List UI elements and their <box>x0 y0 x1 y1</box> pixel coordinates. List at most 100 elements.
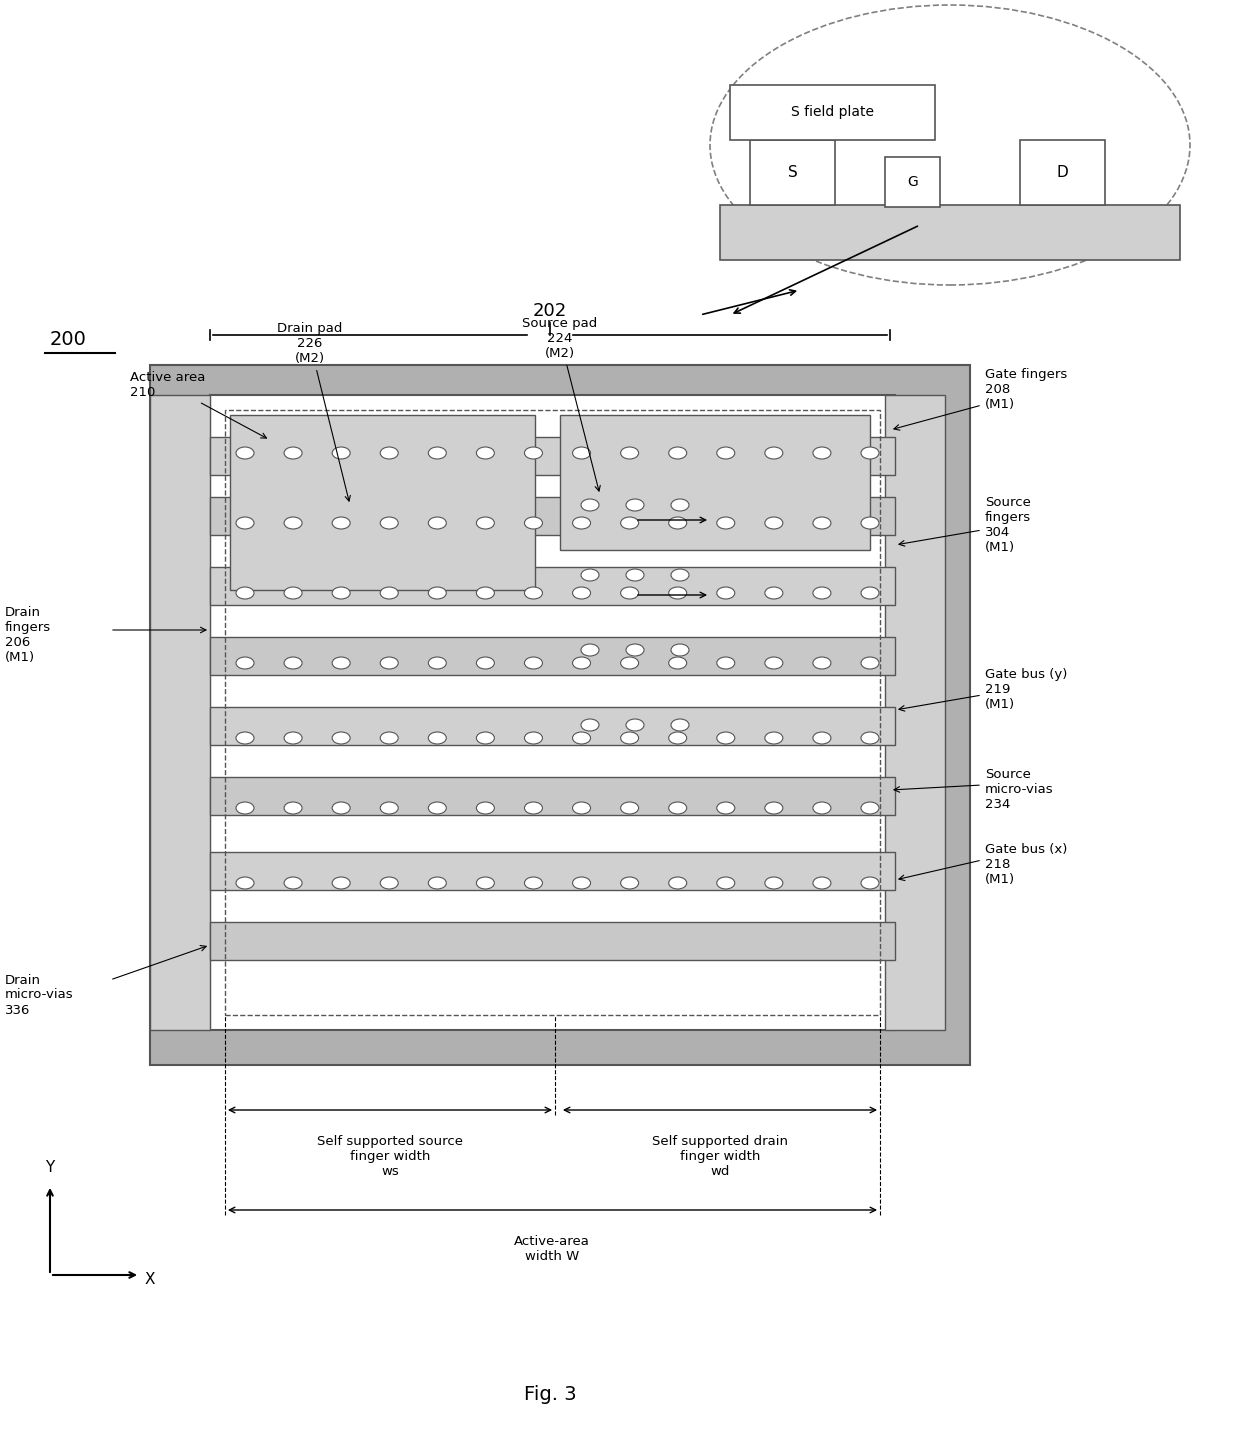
Ellipse shape <box>573 877 590 889</box>
Text: 202: 202 <box>533 302 567 319</box>
Ellipse shape <box>717 877 735 889</box>
FancyBboxPatch shape <box>210 497 895 535</box>
Ellipse shape <box>765 877 782 889</box>
FancyBboxPatch shape <box>210 707 895 746</box>
Ellipse shape <box>525 877 542 889</box>
Ellipse shape <box>525 733 542 744</box>
Ellipse shape <box>573 657 590 669</box>
Text: Y: Y <box>46 1160 55 1175</box>
Ellipse shape <box>626 720 644 731</box>
FancyBboxPatch shape <box>720 205 1180 260</box>
FancyBboxPatch shape <box>210 853 895 890</box>
Ellipse shape <box>668 733 687 744</box>
Text: Fig. 3: Fig. 3 <box>523 1386 577 1405</box>
Ellipse shape <box>525 447 542 460</box>
FancyBboxPatch shape <box>210 394 895 1030</box>
Ellipse shape <box>284 517 303 529</box>
Ellipse shape <box>668 587 687 600</box>
Ellipse shape <box>717 657 735 669</box>
Ellipse shape <box>236 802 254 814</box>
Text: Drain
fingers
206
(M1): Drain fingers 206 (M1) <box>5 605 51 665</box>
Ellipse shape <box>765 733 782 744</box>
Ellipse shape <box>476 447 495 460</box>
Ellipse shape <box>668 657 687 669</box>
FancyBboxPatch shape <box>560 415 870 551</box>
Ellipse shape <box>717 517 735 529</box>
Ellipse shape <box>525 517 542 529</box>
FancyBboxPatch shape <box>229 415 534 590</box>
Ellipse shape <box>236 587 254 600</box>
Ellipse shape <box>620 517 639 529</box>
Text: Self supported source
finger width
ws: Self supported source finger width ws <box>317 1134 463 1178</box>
Ellipse shape <box>476 517 495 529</box>
Ellipse shape <box>620 802 639 814</box>
Ellipse shape <box>582 569 599 581</box>
Ellipse shape <box>332 733 350 744</box>
Ellipse shape <box>861 587 879 600</box>
Ellipse shape <box>620 657 639 669</box>
Text: Drain pad
226
(M2): Drain pad 226 (M2) <box>278 322 351 501</box>
Ellipse shape <box>813 657 831 669</box>
Ellipse shape <box>717 802 735 814</box>
Ellipse shape <box>236 657 254 669</box>
Ellipse shape <box>765 517 782 529</box>
Ellipse shape <box>813 447 831 460</box>
Text: Gate fingers
208
(M1): Gate fingers 208 (M1) <box>985 368 1068 412</box>
Ellipse shape <box>332 447 350 460</box>
Ellipse shape <box>765 657 782 669</box>
Text: Self supported drain
finger width
wd: Self supported drain finger width wd <box>652 1134 787 1178</box>
Ellipse shape <box>620 877 639 889</box>
Ellipse shape <box>428 587 446 600</box>
Ellipse shape <box>671 569 689 581</box>
Text: Active area
210: Active area 210 <box>130 371 267 438</box>
Ellipse shape <box>381 657 398 669</box>
Ellipse shape <box>620 447 639 460</box>
FancyBboxPatch shape <box>750 140 835 205</box>
Ellipse shape <box>332 657 350 669</box>
Ellipse shape <box>573 802 590 814</box>
Ellipse shape <box>332 802 350 814</box>
FancyBboxPatch shape <box>210 637 895 675</box>
Ellipse shape <box>476 657 495 669</box>
Ellipse shape <box>671 644 689 656</box>
Ellipse shape <box>332 587 350 600</box>
Ellipse shape <box>813 802 831 814</box>
Ellipse shape <box>284 877 303 889</box>
FancyBboxPatch shape <box>210 566 895 605</box>
Ellipse shape <box>236 517 254 529</box>
Ellipse shape <box>573 517 590 529</box>
Ellipse shape <box>813 733 831 744</box>
Ellipse shape <box>671 499 689 512</box>
Ellipse shape <box>813 517 831 529</box>
FancyBboxPatch shape <box>150 366 970 1065</box>
Ellipse shape <box>765 447 782 460</box>
FancyBboxPatch shape <box>730 85 935 140</box>
Ellipse shape <box>861 802 879 814</box>
Text: Active-area
width W: Active-area width W <box>515 1235 590 1263</box>
Ellipse shape <box>765 802 782 814</box>
Ellipse shape <box>717 733 735 744</box>
Ellipse shape <box>582 499 599 512</box>
Text: Drain
micro-vias
336: Drain micro-vias 336 <box>5 974 73 1016</box>
Ellipse shape <box>668 447 687 460</box>
FancyBboxPatch shape <box>210 777 895 815</box>
Ellipse shape <box>284 657 303 669</box>
Ellipse shape <box>861 877 879 889</box>
Text: X: X <box>145 1273 155 1287</box>
Ellipse shape <box>381 733 398 744</box>
FancyBboxPatch shape <box>1021 140 1105 205</box>
Ellipse shape <box>428 877 446 889</box>
Ellipse shape <box>717 587 735 600</box>
Ellipse shape <box>476 733 495 744</box>
FancyBboxPatch shape <box>885 394 945 1030</box>
Ellipse shape <box>813 877 831 889</box>
Ellipse shape <box>668 517 687 529</box>
Ellipse shape <box>525 587 542 600</box>
FancyBboxPatch shape <box>210 922 895 959</box>
Ellipse shape <box>428 802 446 814</box>
Ellipse shape <box>428 447 446 460</box>
Ellipse shape <box>525 657 542 669</box>
Ellipse shape <box>861 733 879 744</box>
Ellipse shape <box>332 517 350 529</box>
Ellipse shape <box>671 720 689 731</box>
